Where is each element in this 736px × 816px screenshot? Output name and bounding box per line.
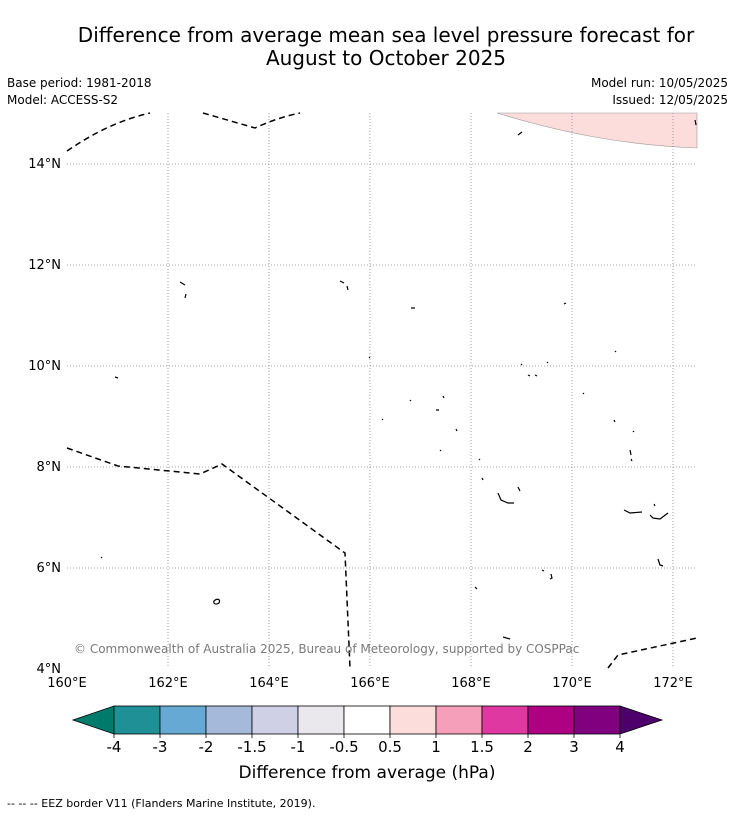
colorbar <box>71 705 664 735</box>
island <box>213 598 221 605</box>
island <box>653 503 656 507</box>
island <box>563 302 567 305</box>
base-period-label: Base period: 1981-2018 <box>7 76 152 90</box>
island <box>409 395 445 411</box>
island <box>179 281 187 299</box>
map-frame <box>67 113 697 668</box>
island <box>623 509 669 520</box>
island <box>478 458 484 481</box>
colorbar-title: Difference from average (hPa) <box>239 763 496 783</box>
island <box>541 569 553 580</box>
latitude-tick-labels: 14°N 12°N 10°N 8°N 6°N 4°N <box>28 157 61 677</box>
island <box>657 558 664 567</box>
colorbar-tick-label: -2 <box>199 738 214 756</box>
lat-tick-label: 6°N <box>37 561 62 576</box>
lon-tick-label: 160°E <box>47 676 87 691</box>
model-run-label: Model run: 10/05/2025 <box>590 76 728 90</box>
colorbar-segment <box>297 705 345 735</box>
island <box>527 374 538 377</box>
island <box>100 556 103 559</box>
lon-tick-label: 172°E <box>653 676 693 691</box>
lat-tick-label: 12°N <box>28 258 61 273</box>
chart-title-line2: August to October 2025 <box>265 46 507 70</box>
island <box>613 419 635 433</box>
lat-tick-label: 4°N <box>37 662 62 677</box>
eez-footnote: -- -- -- EEZ border V11 (Flanders Marine… <box>7 797 316 810</box>
colorbar-segment <box>159 705 207 735</box>
island <box>582 392 585 395</box>
colorbar-tick-labels: -4 -3 -2 -1.5 -1 -0.5 0.5 1 1.5 2 3 4 <box>107 734 625 756</box>
colorbar-tick-label: 4 <box>615 738 625 756</box>
copyright-text: © Commonwealth of Australia 2025, Bureau… <box>74 642 579 656</box>
model-label: Model: ACCESS-S2 <box>7 93 119 107</box>
eez-border-southeast <box>607 637 698 669</box>
island <box>381 418 458 432</box>
eez-border-north <box>66 112 151 152</box>
anomaly-region <box>496 112 698 149</box>
colorbar-tick-label: 0.5 <box>378 738 402 756</box>
colorbar-segment <box>205 705 253 735</box>
island <box>694 119 697 126</box>
lat-tick-label: 10°N <box>28 359 61 374</box>
colorbar-segment <box>113 705 161 735</box>
island <box>439 449 633 462</box>
colorbar-tick-label: -3 <box>153 738 168 756</box>
colorbar-tick-label: -4 <box>107 738 122 756</box>
colorbar-segment <box>343 705 391 735</box>
colorbar-tick-label: -1.5 <box>237 738 266 756</box>
island <box>517 131 523 136</box>
lon-tick-label: 164°E <box>249 676 289 691</box>
island <box>114 376 119 379</box>
colorbar-segment <box>251 705 299 735</box>
colorbar-tick-label: 1 <box>431 738 441 756</box>
chart-title-line1: Difference from average mean sea level p… <box>77 23 695 47</box>
eez-border-west <box>66 447 351 669</box>
colorbar-tick-label: 3 <box>569 738 579 756</box>
lon-tick-label: 166°E <box>350 676 390 691</box>
colorbar-segment <box>527 705 575 735</box>
island <box>368 356 371 359</box>
colorbar-extension-low <box>71 705 115 735</box>
colorbar-segment <box>389 705 437 735</box>
island <box>474 586 478 590</box>
island <box>614 350 617 353</box>
colorbar-tick-label: 2 <box>523 738 533 756</box>
colorbar-tick-label: 1.5 <box>470 738 494 756</box>
island <box>497 486 521 504</box>
colorbar-extension-high <box>619 705 664 735</box>
lon-tick-label: 168°E <box>451 676 491 691</box>
eez-borders <box>66 112 698 669</box>
map-panel: © Commonwealth of Australia 2025, Bureau… <box>66 112 698 669</box>
lat-tick-label: 8°N <box>37 460 62 475</box>
lon-tick-label: 170°E <box>552 676 592 691</box>
colorbar-segment <box>435 705 483 735</box>
colorbar-segment <box>573 705 621 735</box>
lat-tick-label: 14°N <box>28 157 61 172</box>
colorbar-tick-label: -0.5 <box>329 738 358 756</box>
island <box>520 361 549 366</box>
issued-label: Issued: 12/05/2025 <box>612 93 728 107</box>
island-coastlines <box>100 119 697 640</box>
colorbar-segment <box>481 705 529 735</box>
island <box>339 280 349 291</box>
gridlines <box>67 113 697 668</box>
eez-border-north-2 <box>202 112 301 129</box>
longitude-tick-labels: 160°E 162°E 164°E 166°E 168°E 170°E 172°E <box>47 676 693 691</box>
colorbar-tick-label: -1 <box>291 738 306 756</box>
lon-tick-label: 162°E <box>148 676 188 691</box>
island <box>502 636 511 640</box>
